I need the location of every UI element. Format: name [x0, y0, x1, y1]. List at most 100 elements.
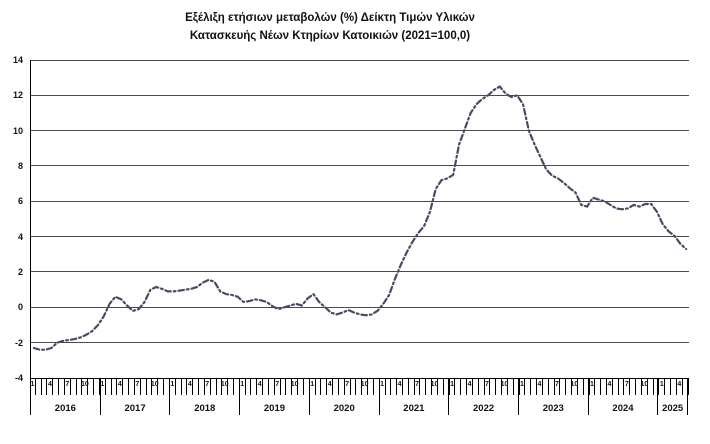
gridline	[31, 378, 689, 379]
month-tick-label: 7	[345, 381, 350, 388]
month-tick-label: 1	[310, 381, 315, 388]
month-cell: 7	[345, 378, 351, 395]
month-cell	[578, 378, 584, 395]
month-cell: 7	[65, 378, 71, 395]
month-tick-label: 4	[187, 381, 192, 388]
year-label: 2017	[124, 402, 146, 414]
month-tick-label: 4	[537, 381, 542, 388]
month-cell: 4	[467, 378, 473, 395]
month-tick-label: 4	[677, 381, 682, 388]
y-tick-label: 2	[17, 267, 23, 277]
year-label: 2023	[542, 402, 564, 414]
y-tick-label: -2	[14, 337, 23, 348]
y-tick-label: 8	[17, 161, 23, 171]
month-cell	[473, 378, 479, 395]
month-tick-label: 1	[659, 381, 664, 388]
month-cell: 7	[275, 378, 281, 395]
month-cell	[601, 378, 607, 395]
month-cell: 10	[290, 378, 299, 395]
month-cell: 7	[555, 378, 561, 395]
month-cell	[531, 378, 538, 395]
month-cell	[129, 378, 135, 395]
y-tick-label: 12	[12, 90, 23, 101]
month-cell	[176, 378, 182, 395]
month-cell	[549, 378, 555, 395]
month-cell	[298, 378, 304, 395]
y-tick-label: 14	[12, 55, 23, 65]
month-tick-label: 1	[170, 381, 175, 388]
month-cell	[595, 378, 602, 395]
month-cell	[71, 378, 77, 395]
month-tick-label: 4	[257, 381, 262, 388]
month-cell	[263, 378, 269, 395]
month-tick-label: 10	[80, 381, 89, 388]
month-cell	[403, 378, 409, 395]
y-tick-label: -4	[14, 373, 23, 383]
month-cell	[683, 378, 689, 395]
month-cell	[77, 378, 83, 395]
month-cell	[654, 378, 660, 395]
month-cell	[479, 378, 485, 395]
gridline	[31, 165, 689, 167]
month-cell: 4	[327, 378, 334, 395]
month-cell	[665, 378, 672, 395]
month-tick-label: 7	[624, 381, 629, 388]
month-cell	[584, 378, 590, 395]
month-cell	[560, 378, 567, 395]
month-tick-label: 7	[275, 381, 280, 388]
month-cell: 1	[310, 378, 316, 395]
chart-title-line1: Εξέλιξη ετήσιων μεταβολών (%) Δείκτη Τιμ…	[185, 12, 475, 24]
month-cell	[211, 378, 217, 395]
month-cell: 4	[397, 378, 403, 395]
month-cell: 4	[537, 378, 543, 395]
month-cell: 7	[415, 378, 421, 395]
month-tick-label: 10	[150, 381, 159, 388]
month-cell	[199, 378, 205, 395]
month-tick-label: 1	[30, 381, 35, 388]
year-label: 2016	[54, 402, 76, 414]
month-tick-label: 1	[450, 381, 454, 388]
month-cell	[461, 378, 468, 395]
month-cell	[630, 378, 637, 395]
month-cell	[514, 378, 520, 395]
month-cell: 1	[520, 378, 526, 395]
month-cell	[141, 378, 147, 395]
month-cell: 1	[450, 378, 456, 395]
month-tick-label: 1	[380, 381, 385, 388]
month-cell: 1	[659, 378, 666, 395]
gridline	[31, 271, 689, 273]
month-cell	[420, 378, 427, 395]
month-cell: 10	[80, 378, 89, 395]
month-cell	[228, 378, 234, 395]
month-cell: 10	[570, 378, 579, 395]
month-cell	[496, 378, 503, 395]
month-cell: 10	[640, 378, 648, 395]
year-label: 2021	[403, 402, 425, 414]
month-tick-label: 1	[520, 381, 524, 388]
month-cell	[123, 378, 130, 395]
month-tick-label: 4	[607, 381, 612, 388]
month-tick-label: 10	[570, 381, 579, 388]
month-cell: 7	[485, 378, 491, 395]
month-cell	[281, 378, 287, 395]
gridline	[31, 306, 689, 308]
month-cell: 1	[170, 378, 176, 395]
month-tick-label: 4	[327, 381, 332, 388]
month-cell	[217, 378, 223, 395]
month-cell	[636, 378, 642, 395]
month-cell	[251, 378, 258, 395]
month-tick-label: 10	[360, 381, 369, 388]
month-tick-label: 10	[290, 381, 299, 388]
month-tick-label: 4	[117, 381, 122, 388]
month-cell: 1	[100, 378, 106, 395]
month-cell: 7	[135, 378, 141, 395]
month-tick-label: 4	[467, 381, 472, 388]
month-cell	[164, 378, 170, 395]
gridline	[31, 342, 689, 344]
month-cell	[391, 378, 398, 395]
month-cell: 7	[624, 378, 631, 395]
month-cell: 1	[590, 378, 596, 395]
month-cell: 4	[677, 378, 683, 395]
month-cell	[316, 378, 322, 395]
